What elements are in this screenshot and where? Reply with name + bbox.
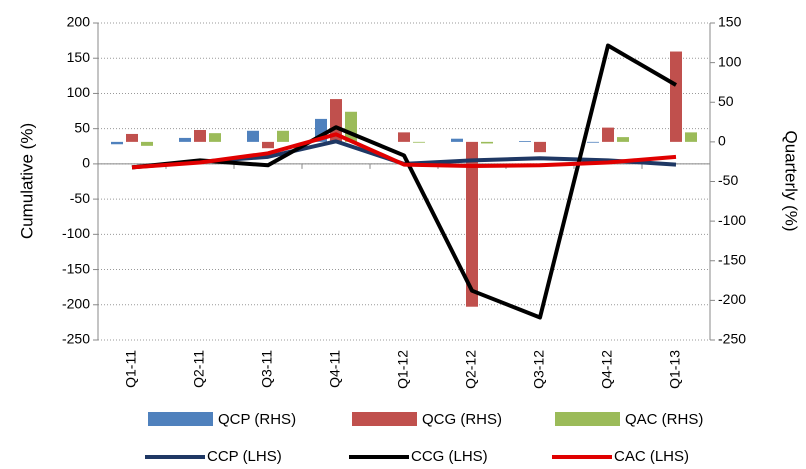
y-tick-label: -50 [70,190,90,206]
bar [670,51,682,142]
bar [277,130,289,142]
y-tick-label: 50 [74,119,90,135]
y-tick-label: -100 [62,225,90,241]
y2-tick-label: 100 [718,53,742,69]
legend-swatch [352,412,417,426]
bar [209,133,221,142]
x-tick-label: Q3-11 [259,350,275,388]
bar [413,141,425,143]
bar [398,132,410,142]
x-tick-label: Q4-12 [599,350,615,389]
bar [141,141,153,146]
bar [466,141,478,307]
bar [534,141,546,153]
x-tick-label: Q2-12 [463,350,479,389]
legend-label: CCP (LHS) [207,448,282,465]
y2-axis-title: Quarterly (%) [782,130,801,231]
bar [247,130,259,142]
legend-label: CCG (LHS) [411,448,488,465]
y2-tick-label: -50 [718,172,738,188]
x-tick-label: Q1-11 [123,350,139,388]
y2-tick-label: -100 [718,212,746,228]
bar [179,137,191,142]
x-tick-label: Q2-11 [191,350,207,388]
legend-swatch [148,412,213,426]
y-tick-label: 0 [82,155,90,171]
legend-label: QAC (RHS) [625,411,703,428]
y2-tick-label: -200 [718,291,746,307]
legend-label: QCP (RHS) [218,411,296,428]
bar [262,141,274,149]
bar [602,127,614,142]
y-axis-title: Cumulative (%) [17,123,36,239]
x-tick-label: Q1-13 [667,350,683,389]
y2-tick-label: 50 [718,93,734,109]
bar [587,141,599,143]
y2-tick-label: 150 [718,14,742,30]
line [131,132,677,170]
y-tick-label: 200 [67,14,91,30]
bar [451,138,463,142]
bar [111,141,123,145]
bar [194,129,206,142]
bar [126,133,138,142]
bar [685,132,697,142]
x-tick-label: Q1-12 [395,350,411,389]
line [131,43,678,320]
x-tick-label: Q4-11 [327,350,343,388]
y-tick-label: 150 [67,49,91,65]
legend-label: CAC (LHS) [614,448,689,465]
legend-swatch [555,412,620,426]
bar [519,141,531,142]
y-tick-label: 100 [67,84,91,100]
y-tick-label: -200 [62,295,90,311]
x-tick-label: Q3-12 [531,350,547,389]
y2-tick-label: -250 [718,331,746,347]
bar [481,141,493,144]
y-tick-label: -150 [62,260,90,276]
bar [617,137,629,142]
y2-tick-label: -150 [718,251,746,267]
y2-tick-label: 0 [718,133,726,149]
y-tick-label: -250 [62,331,90,347]
legend-label: QCG (RHS) [422,411,502,428]
